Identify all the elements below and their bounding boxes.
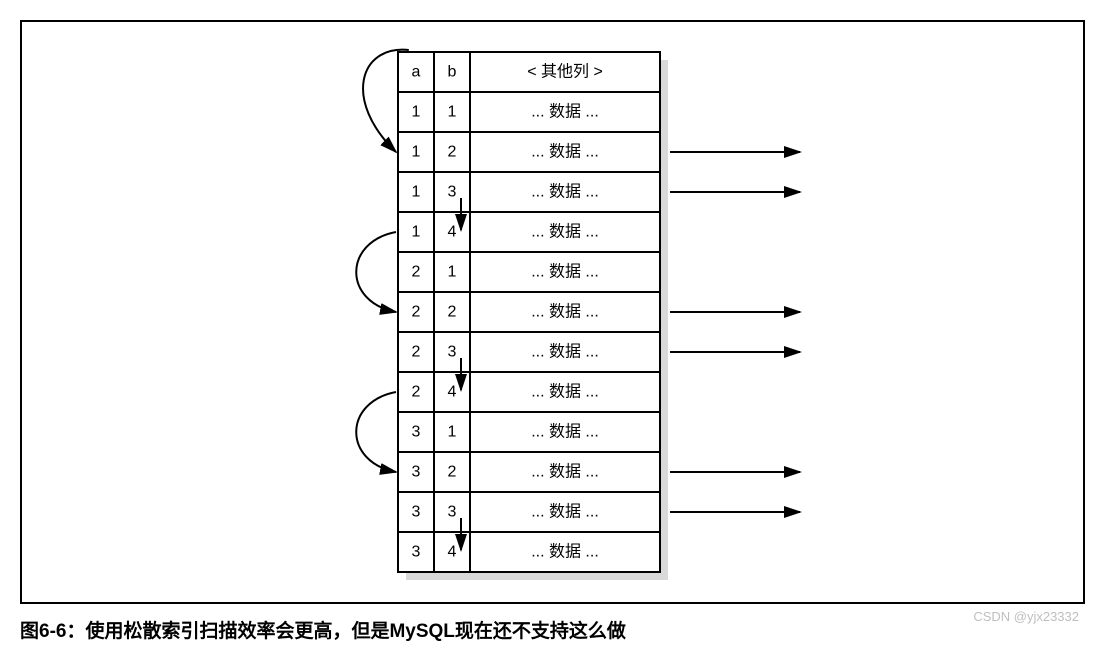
svg-text:2: 2 — [447, 464, 456, 481]
svg-text:... 数据 ...: ... 数据 ... — [531, 503, 599, 521]
svg-text:3: 3 — [411, 424, 420, 441]
svg-text:... 数据 ...: ... 数据 ... — [531, 423, 599, 441]
svg-text:2: 2 — [411, 344, 420, 361]
svg-text:1: 1 — [411, 144, 420, 161]
svg-text:... 数据 ...: ... 数据 ... — [531, 543, 599, 561]
svg-text:3: 3 — [411, 464, 420, 481]
svg-text:3: 3 — [411, 544, 420, 561]
svg-text:2: 2 — [411, 384, 420, 401]
svg-text:3: 3 — [411, 504, 420, 521]
svg-text:3: 3 — [447, 344, 456, 361]
svg-text:1: 1 — [411, 224, 420, 241]
watermark: CSDN @yjx23332 — [973, 609, 1079, 624]
svg-text:... 数据 ...: ... 数据 ... — [531, 143, 599, 161]
svg-text:3: 3 — [447, 504, 456, 521]
svg-text:2: 2 — [411, 304, 420, 321]
svg-text:a: a — [411, 64, 420, 81]
svg-text:4: 4 — [447, 544, 456, 561]
svg-text:2: 2 — [447, 144, 456, 161]
svg-text:... 数据 ...: ... 数据 ... — [531, 383, 599, 401]
svg-text:2: 2 — [447, 304, 456, 321]
svg-text:... 数据 ...: ... 数据 ... — [531, 463, 599, 481]
svg-text:1: 1 — [447, 104, 456, 121]
svg-text:... 数据 ...: ... 数据 ... — [531, 303, 599, 321]
svg-text:1: 1 — [447, 264, 456, 281]
svg-text:b: b — [447, 64, 456, 81]
svg-text:4: 4 — [447, 384, 456, 401]
svg-text:< 其他列 >: < 其他列 > — [527, 63, 603, 81]
svg-text:2: 2 — [411, 264, 420, 281]
svg-text:1: 1 — [411, 184, 420, 201]
svg-text:... 数据 ...: ... 数据 ... — [531, 263, 599, 281]
index-scan-diagram: a b < 其他列 > 1 1 ... 数据 ... 1 2 ... 数据 ... 1 3 ... 数… — [23, 32, 1083, 592]
svg-text:... 数据 ...: ... 数据 ... — [531, 103, 599, 121]
diagram-frame: a b < 其他列 > 1 1 ... 数据 ... 1 2 ... 数据 ... 1 3 ... 数… — [20, 20, 1085, 604]
svg-text:4: 4 — [447, 224, 456, 241]
svg-text:1: 1 — [447, 424, 456, 441]
svg-text:3: 3 — [447, 184, 456, 201]
svg-text:... 数据 ...: ... 数据 ... — [531, 223, 599, 241]
svg-text:... 数据 ...: ... 数据 ... — [531, 183, 599, 201]
svg-text:1: 1 — [411, 104, 420, 121]
figure-caption: 图6-6：使用松散索引扫描效率会更高，但是MySQL现在还不支持这么做 — [20, 616, 1085, 643]
svg-text:... 数据 ...: ... 数据 ... — [531, 343, 599, 361]
